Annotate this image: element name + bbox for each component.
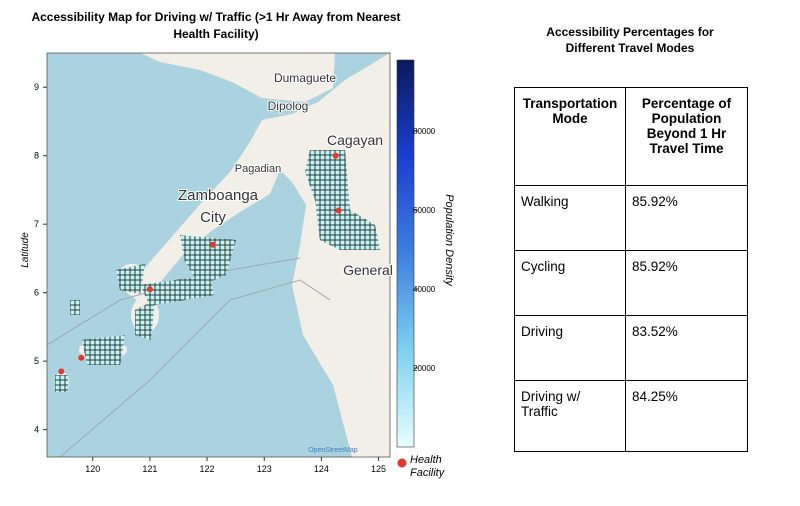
health-facility	[58, 368, 65, 375]
table-title: Accessibility Percentages for Different …	[546, 25, 714, 55]
table-row: Driving 83.52%	[514, 315, 748, 381]
table: Transportation Mode Percentage of Popula…	[514, 87, 748, 452]
y-tick-label: 4	[34, 425, 39, 435]
density-cells	[305, 150, 380, 250]
colorbar-tick-label: 60000	[413, 206, 436, 215]
place-label: Dipolog	[268, 99, 309, 113]
basemap	[47, 53, 390, 457]
y-tick-label: 8	[34, 151, 39, 161]
place-label: Cagayan	[327, 132, 383, 148]
density-cells	[116, 264, 145, 294]
plot-frame	[46, 52, 391, 458]
place-label: Pagadian	[235, 163, 282, 175]
table-cell: Driving	[514, 315, 626, 381]
legend-label: Health Facility	[410, 454, 445, 479]
table-cell: 83.52%	[625, 315, 748, 381]
colorbar	[396, 59, 415, 448]
x-tick-label: 123	[257, 464, 272, 474]
header-cell: Transportation Mode	[514, 87, 626, 186]
table-cell: 85.92%	[625, 185, 748, 251]
x-tick-label: 125	[371, 464, 386, 474]
header-cell: Percentage of Population Beyond 1 Hr Tra…	[625, 87, 748, 186]
map-chart: Latitude OpenStreetMap Population Densit…	[20, 52, 455, 474]
table-cell: Walking	[514, 185, 626, 251]
place-label: Dumaguete	[274, 71, 336, 85]
boundary-line	[59, 279, 331, 457]
health-facility	[335, 207, 342, 214]
table-row: Driving w/ Traffic 84.25%	[514, 380, 748, 452]
table-cell: 84.25%	[625, 380, 748, 452]
density-cells	[135, 300, 155, 340]
health-facility	[209, 241, 216, 248]
attribution: OpenStreetMap	[308, 447, 358, 454]
y-tick-label: 7	[34, 219, 39, 229]
legend-marker	[397, 458, 407, 468]
density-cells	[82, 335, 125, 365]
table-cell: Cycling	[514, 250, 626, 316]
table-header: Transportation Mode Percentage of Popula…	[514, 87, 748, 186]
colorbar-tick-label: 40000	[413, 285, 436, 294]
density-cells	[140, 275, 214, 306]
density-cells	[55, 375, 68, 392]
land	[140, 53, 335, 102]
density-cells	[70, 300, 80, 315]
table-cell: 85.92%	[625, 250, 748, 316]
health-facility	[332, 152, 339, 159]
health-facility	[78, 354, 85, 361]
x-tick-label: 120	[85, 464, 100, 474]
x-tick-label: 121	[142, 464, 157, 474]
x-tick-label: 122	[200, 464, 215, 474]
map-title: Accessibility Map for Driving w/ Traffic…	[31, 10, 401, 41]
y-axis-label: Latitude	[20, 232, 31, 268]
colorbar-tick-label: 20000	[413, 364, 436, 373]
x-tick-label: 124	[314, 464, 329, 474]
colorbar-tick-label: 80000	[413, 127, 436, 136]
y-tick-label: 6	[34, 288, 39, 298]
table-row: Cycling 85.92%	[514, 250, 748, 316]
place-label: City	[200, 209, 226, 226]
density-cells	[180, 235, 236, 286]
y-tick-label: 5	[34, 356, 39, 366]
y-tick-label: 9	[34, 82, 39, 92]
health-facility	[146, 286, 153, 293]
table-row: Walking 85.92%	[514, 185, 748, 251]
table-cell: Driving w/ Traffic	[514, 380, 626, 452]
colorbar-label: Population Density	[443, 194, 455, 287]
place-label: Zamboanga	[178, 187, 259, 204]
place-label: General	[343, 262, 393, 278]
